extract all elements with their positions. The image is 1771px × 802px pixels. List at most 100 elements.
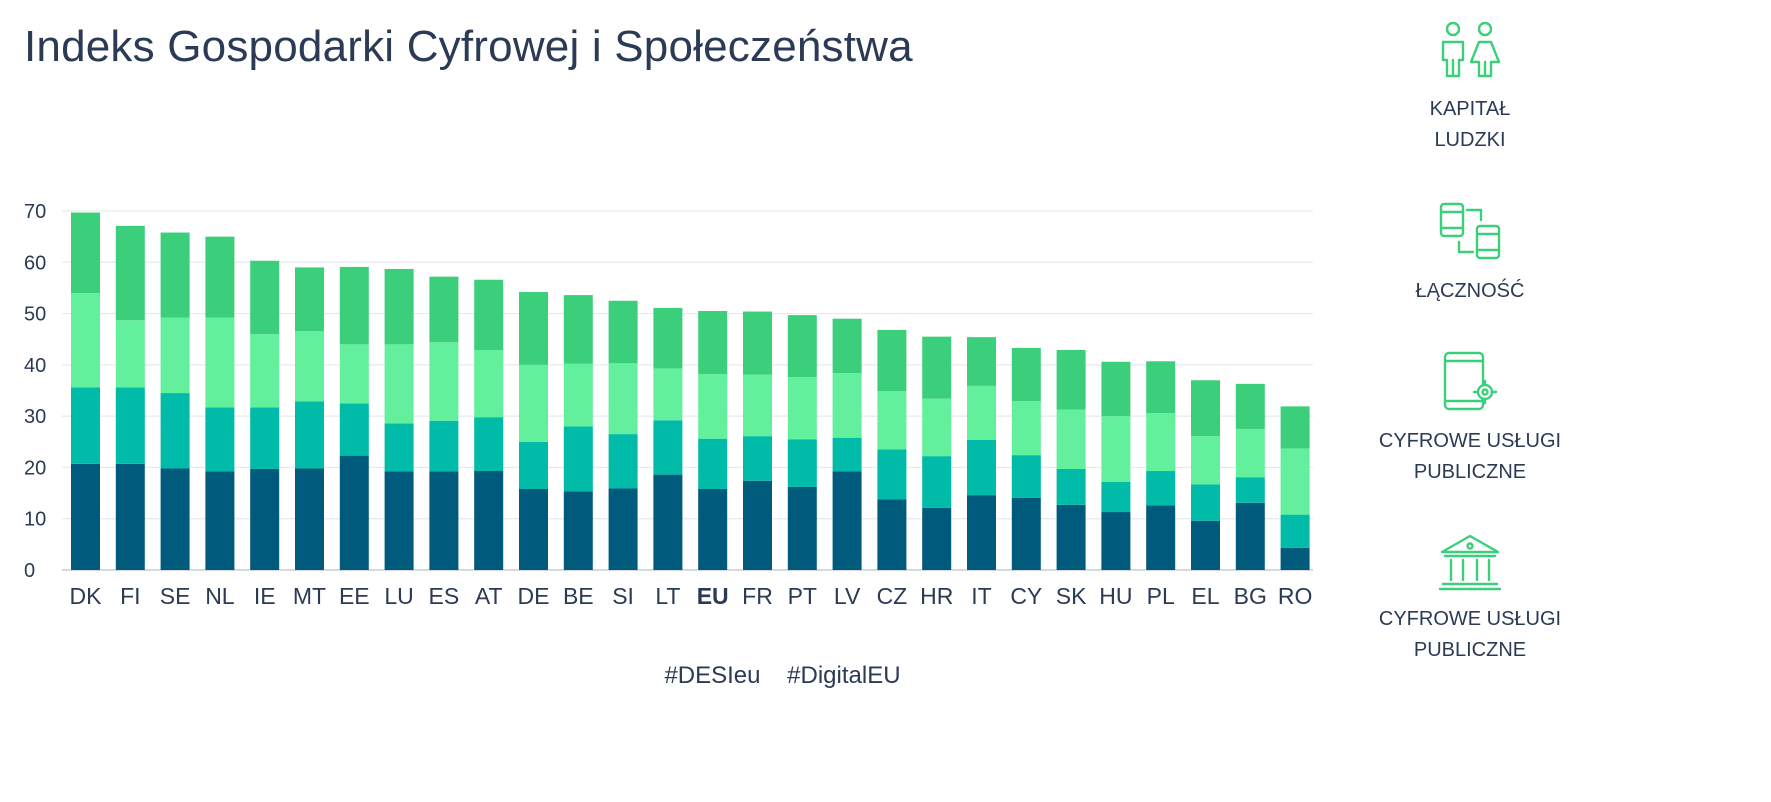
legend-label: PUBLICZNE — [1413, 461, 1527, 483]
bar-segment-ro-2 — [1280, 514, 1310, 548]
x-tick-label: RO — [1278, 583, 1313, 609]
bar-segment-at-2 — [474, 417, 504, 472]
x-tick-label: DK — [70, 583, 103, 609]
bar-segment-ie-3 — [250, 334, 280, 408]
bar-segment-el-1 — [1191, 520, 1220, 570]
x-tick-label: PL — [1147, 583, 1175, 609]
bars — [71, 212, 1310, 570]
bar-segment-dk-3 — [71, 293, 100, 388]
bar-segment-pl-3 — [1146, 413, 1176, 472]
bar-segment-sk-2 — [1056, 468, 1086, 505]
bar-segment-lu-4 — [384, 268, 414, 345]
bar-segment-lv-1 — [832, 471, 862, 570]
bar-segment-pl-4 — [1146, 361, 1176, 414]
bar-segment-cz-2 — [877, 449, 907, 500]
bar-segment-lv-2 — [832, 437, 862, 472]
bar-segment-eu-3 — [698, 374, 728, 439]
bar-segment-nl-4 — [205, 236, 235, 318]
x-tick-label: EE — [339, 583, 370, 609]
bar-segment-mt-4 — [295, 267, 324, 332]
x-tick-label: MT — [293, 583, 326, 609]
bar-segment-lu-1 — [384, 471, 414, 570]
bar-segment-bg-4 — [1235, 383, 1265, 429]
bar-segment-pt-2 — [787, 439, 817, 487]
bar-segment-lu-2 — [384, 423, 414, 472]
bar-segment-de-3 — [519, 364, 548, 442]
bar-segment-es-4 — [429, 276, 459, 343]
bar-segment-sk-3 — [1056, 409, 1086, 469]
bar-segment-fi-3 — [115, 320, 145, 388]
bar-segment-hu-4 — [1101, 361, 1131, 417]
bar-segment-be-3 — [563, 363, 593, 427]
bar-segment-at-4 — [474, 279, 504, 350]
legend-label: CYFROWE USŁUGI — [1378, 608, 1562, 630]
bar-segment-de-4 — [519, 292, 548, 365]
bar-segment-dk-1 — [71, 463, 100, 570]
x-tick-label: LT — [655, 583, 680, 609]
bar-segment-dk-4 — [71, 212, 100, 294]
bar-segment-de-2 — [519, 441, 548, 489]
y-tick-label: 60 — [24, 252, 46, 274]
bar-segment-ro-4 — [1280, 406, 1310, 449]
bar-segment-se-3 — [160, 317, 190, 394]
bar-segment-it-3 — [967, 385, 996, 440]
bar-segment-ie-1 — [250, 468, 280, 570]
x-tick-label: CY — [1010, 583, 1042, 609]
x-tick-label: FR — [742, 583, 773, 609]
bar-segment-lt-4 — [653, 307, 683, 369]
bar-segment-pt-1 — [787, 486, 817, 570]
bar-segment-de-1 — [519, 488, 548, 570]
legend-label: LUDZKI — [1434, 129, 1506, 151]
bar-segment-pt-3 — [787, 377, 817, 440]
bar-segment-ee-3 — [339, 344, 369, 404]
legend-label: PUBLICZNE — [1413, 639, 1527, 661]
bar-segment-fr-3 — [743, 374, 772, 437]
x-tick-label: SK — [1056, 583, 1087, 609]
bar-segment-cy-4 — [1011, 347, 1041, 402]
bar-segment-fr-2 — [743, 436, 772, 481]
legend-label: CYFROWE USŁUGI — [1378, 430, 1562, 452]
stacked-bar-chart: 0 10 20 30 40 50 60 70 DK FI SE NL IE MT EE LU ES AT DE BE… — [24, 201, 1313, 609]
bar-segment-se-2 — [160, 393, 190, 469]
bar-segment-hr-1 — [922, 507, 952, 570]
bar-segment-se-1 — [160, 468, 190, 570]
bar-segment-si-1 — [608, 488, 638, 570]
bar-segment-lt-3 — [653, 368, 683, 421]
bar-segment-bg-1 — [1235, 502, 1265, 570]
bar-segment-fi-2 — [115, 387, 145, 464]
bar-segment-ee-1 — [339, 455, 369, 570]
x-tick-label: ES — [429, 583, 460, 609]
bar-segment-hr-4 — [922, 336, 952, 399]
bar-segment-pl-1 — [1146, 505, 1176, 570]
x-tick-label: BE — [563, 583, 594, 609]
x-tick-label: EU — [697, 583, 729, 609]
hashtag-digital-eu: #DigitalEU — [787, 662, 901, 689]
bar-segment-mt-2 — [295, 401, 324, 469]
bar-segment-fi-1 — [115, 463, 145, 570]
bar-segment-dk-2 — [71, 387, 100, 464]
x-tick-label: EL — [1191, 583, 1219, 609]
y-tick-label: 30 — [24, 406, 46, 428]
legend-item-digital-services-2: CYFROWE USŁUGI PUBLICZNE — [1368, 532, 1572, 666]
x-tick-label: BG — [1234, 583, 1267, 609]
bar-segment-lv-3 — [832, 373, 862, 438]
bar-segment-eu-2 — [698, 438, 728, 489]
people-icon — [1441, 21, 1501, 78]
bar-segment-fi-4 — [115, 225, 145, 321]
x-tick-label: PT — [788, 583, 817, 609]
bar-segment-cz-3 — [877, 391, 907, 450]
x-tick-label: SI — [612, 583, 634, 609]
x-tick-label: LV — [834, 583, 861, 609]
bar-segment-nl-1 — [205, 471, 235, 570]
bar-segment-hu-3 — [1101, 416, 1131, 482]
x-axis-ticks: DK FI SE NL IE MT EE LU ES AT DE BE SI LT EU FR PT LV CZ HR… — [70, 583, 1313, 609]
y-tick-label: 70 — [24, 201, 46, 223]
x-tick-label: AT — [475, 583, 503, 609]
bar-segment-at-3 — [474, 349, 504, 418]
government-building-icon — [1438, 534, 1502, 591]
bar-segment-fr-4 — [743, 311, 772, 375]
x-tick-label: IE — [254, 583, 276, 609]
hashtags: #DESIeu #DigitalEU — [0, 662, 1565, 690]
bar-segment-be-2 — [563, 426, 593, 492]
bar-segment-el-4 — [1191, 380, 1220, 437]
